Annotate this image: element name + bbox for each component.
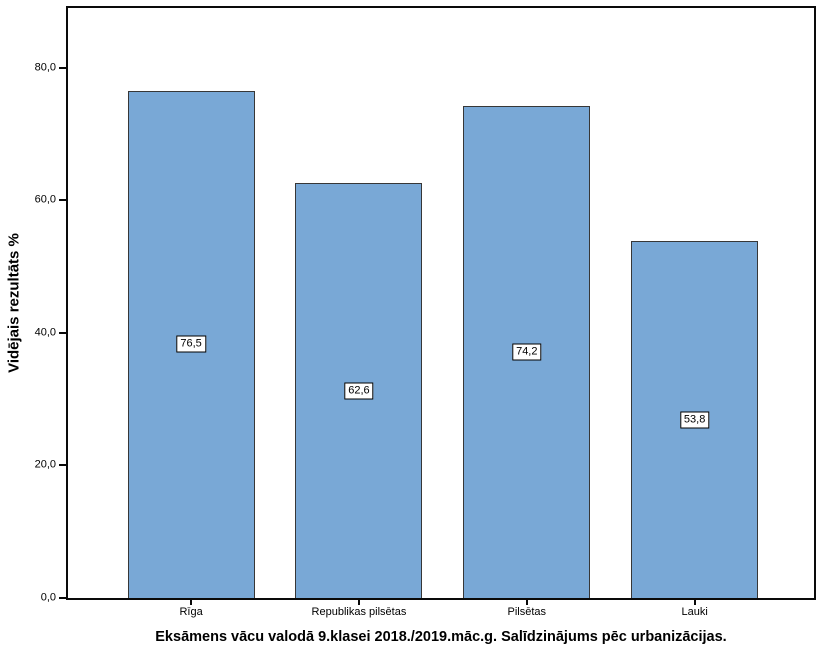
x-category-label: Lauki xyxy=(681,606,708,618)
x-category-label: Pilsētas xyxy=(507,606,547,618)
y-tick-mark xyxy=(59,331,66,334)
bar-value-label: 62,6 xyxy=(344,382,374,399)
x-tick-mark xyxy=(525,600,528,605)
bar-value-label: 74,2 xyxy=(512,343,542,361)
y-tick-mark xyxy=(59,464,66,467)
x-category-label: Republikas pilsētas xyxy=(311,606,407,618)
y-tick-mark xyxy=(59,597,66,599)
bar-value-label: 53,8 xyxy=(679,411,710,429)
bar-value-label: 76,5 xyxy=(176,335,206,353)
chart-title: Eksāmens vācu valodā 9.klasei 2018./2019… xyxy=(155,629,727,645)
plot-area: 76,5 62,6 74,2 53,8 xyxy=(66,6,816,600)
y-tick-label: 40,0 xyxy=(34,326,56,339)
x-tick-mark xyxy=(190,600,193,605)
x-tick-mark xyxy=(357,600,360,605)
y-tick-mark xyxy=(59,199,66,202)
y-axis-title: Vidējais rezultāts % xyxy=(5,233,23,373)
y-tick-label: 80,0 xyxy=(34,61,56,74)
y-tick-label: 0,0 xyxy=(40,591,56,604)
y-tick-label: 20,0 xyxy=(34,458,56,471)
y-tick-label: 60,0 xyxy=(34,193,56,206)
y-tick-mark xyxy=(59,66,66,69)
x-category-label: Rīga xyxy=(179,606,203,618)
x-tick-mark xyxy=(693,600,696,605)
